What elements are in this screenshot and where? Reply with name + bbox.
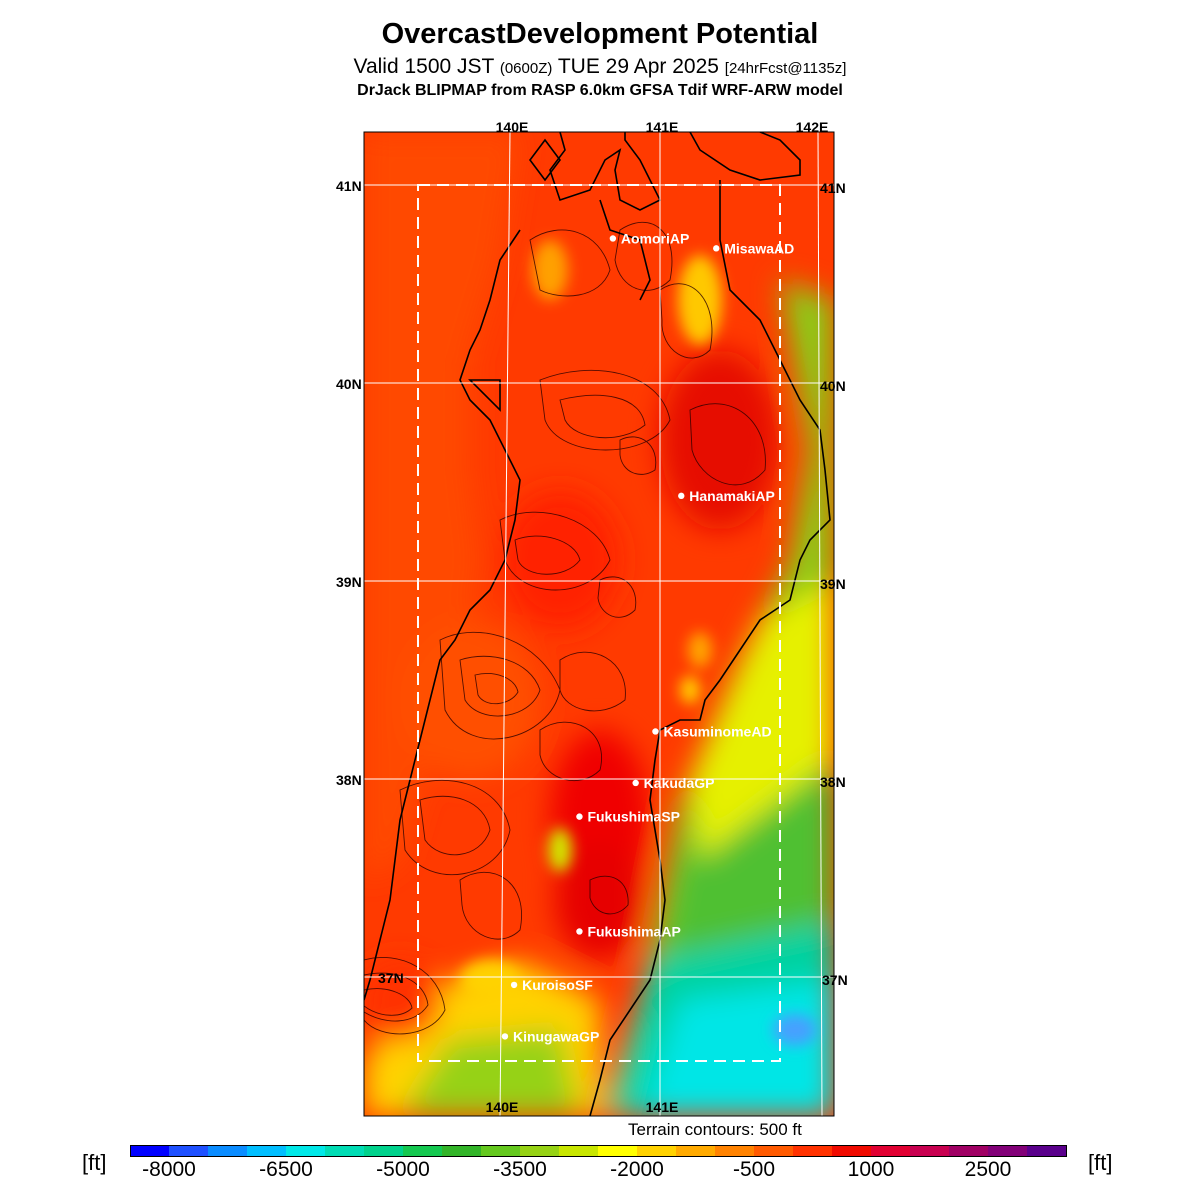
station-dot	[501, 1033, 509, 1040]
colorbar-border	[130, 1145, 1067, 1157]
lat-label-left: 38N	[336, 772, 362, 788]
lat-label-right: 40N	[820, 378, 846, 394]
lon-label-top: 140E	[496, 119, 529, 135]
colorbar-swatch	[832, 1145, 872, 1157]
forecast-map: 140E 141E 142E 140E 141E 41N 40N 39N 38N…	[336, 119, 848, 1117]
model-description: DrJack BLIPMAP from RASP 6.0km GFSA Tdif…	[357, 82, 843, 99]
station-marker: KakudaGP	[632, 775, 714, 791]
station-label: KuroisoSF	[522, 977, 593, 993]
lon-label-bottom: 140E	[486, 1099, 519, 1115]
station-dot	[678, 492, 685, 500]
station-marker: FukushimaSP	[576, 809, 680, 825]
station-dot	[652, 728, 659, 735]
terrain-contours	[364, 221, 766, 1035]
map-subtitle: Valid 1500 JST (0600Z) TUE 29 Apr 2025 […	[0, 55, 1200, 79]
colorbar-swatch	[949, 1145, 989, 1157]
station-marker: KinugawaGP	[501, 1028, 599, 1044]
station-marker: KasuminomeAD	[652, 723, 772, 739]
station-marker: AomoriAP	[609, 230, 689, 246]
lat-label-left: 37N	[378, 970, 404, 986]
colorbar-swatch	[208, 1145, 248, 1157]
colorbar-unit-left: [ft]	[82, 1150, 107, 1175]
colorbar-swatch	[871, 1145, 911, 1157]
station-marker: MisawaAD	[713, 240, 794, 256]
forecast-info: [24hrFcst@1135z]	[724, 60, 847, 77]
colorbar	[130, 1145, 1067, 1157]
station-dot	[576, 813, 583, 820]
colorbar-swatch	[169, 1145, 209, 1157]
station-dot	[510, 981, 518, 989]
colorbar-swatch	[442, 1145, 482, 1157]
colorbar-tick-label: -500	[732, 1158, 776, 1181]
colorbar-swatch	[637, 1145, 677, 1157]
lat-label-right: 38N	[820, 774, 846, 790]
colorbar-swatch	[598, 1145, 638, 1157]
colorbar-swatch	[247, 1145, 287, 1157]
colorbar-tick-label: -2000	[610, 1158, 664, 1181]
colorbar-unit-right: [ft]	[1088, 1150, 1113, 1175]
lat-label-left: 41N	[336, 178, 362, 194]
map-title: OvercastDevelopment Potential	[381, 18, 819, 50]
colorbar-tick-label: -8000	[142, 1158, 196, 1181]
inner-domain-box	[417, 184, 781, 1062]
colorbar-swatch	[1027, 1145, 1067, 1157]
station-label: FukushimaAP	[587, 923, 680, 939]
lon-label-top: 142E	[796, 119, 829, 135]
colorbar-tick-label: -6500	[259, 1158, 313, 1181]
colorbar-swatch	[286, 1145, 326, 1157]
colorbar-swatch	[988, 1145, 1028, 1157]
station-dot	[713, 245, 720, 252]
lon-label-bottom: 141E	[646, 1099, 679, 1115]
colorbar-swatch	[559, 1145, 599, 1157]
valid-time: Valid 1500 JST	[353, 55, 494, 78]
lat-label-right: 41N	[820, 180, 846, 196]
station-dot	[632, 779, 639, 787]
forecast-date: TUE 29 Apr 2025	[557, 55, 719, 78]
colorbar-swatch	[364, 1145, 404, 1157]
station-label: AomoriAP	[621, 230, 689, 246]
station-label: KasuminomeAD	[663, 723, 771, 739]
lat-label-left: 40N	[336, 376, 362, 392]
lat-label-left: 39N	[336, 574, 362, 590]
colorbar-swatch	[130, 1145, 170, 1157]
colorbar-swatch	[403, 1145, 443, 1157]
station-dot	[576, 928, 583, 935]
field-layer	[364, 132, 834, 1116]
station-marker: KuroisoSF	[510, 977, 593, 993]
colorbar-tick-label: -3500	[493, 1158, 547, 1181]
lon-label-top: 141E	[646, 119, 679, 135]
map-frame	[363, 131, 835, 1117]
colorbar-swatch	[910, 1145, 950, 1157]
station-label: KakudaGP	[644, 775, 715, 791]
coastline	[364, 132, 831, 1116]
colorbar-swatch	[676, 1145, 716, 1157]
station-label: KinugawaGP	[513, 1028, 599, 1044]
station-label: FukushimaSP	[587, 809, 680, 825]
colorbar-swatch	[520, 1145, 560, 1157]
utc-time: (0600Z)	[499, 60, 553, 77]
colorbar-tick-label: 2500	[964, 1158, 1012, 1181]
terrain-contour-note: Terrain contours: 500 ft	[628, 1120, 802, 1139]
colorbar-swatch	[715, 1145, 755, 1157]
station-marker: FukushimaAP	[576, 923, 681, 939]
colorbar-swatch	[481, 1145, 521, 1157]
station-layer: AomoriAP MisawaAD HanamakiAP KasuminomeAD Ka…	[501, 230, 794, 1044]
colorbar-swatch	[793, 1145, 833, 1157]
station-marker: HanamakiAP	[678, 488, 775, 504]
station-label: MisawaAD	[724, 240, 794, 256]
colorbar-tick-label: 1000	[847, 1158, 895, 1181]
colorbar-swatch	[325, 1145, 365, 1157]
station-label: HanamakiAP	[689, 488, 775, 504]
lat-label-right: 37N	[822, 972, 848, 988]
colorbar-tick-label: -5000	[376, 1158, 430, 1181]
colorbar-swatch	[754, 1145, 794, 1157]
lat-label-right: 39N	[820, 576, 846, 592]
station-dot	[609, 235, 617, 242]
